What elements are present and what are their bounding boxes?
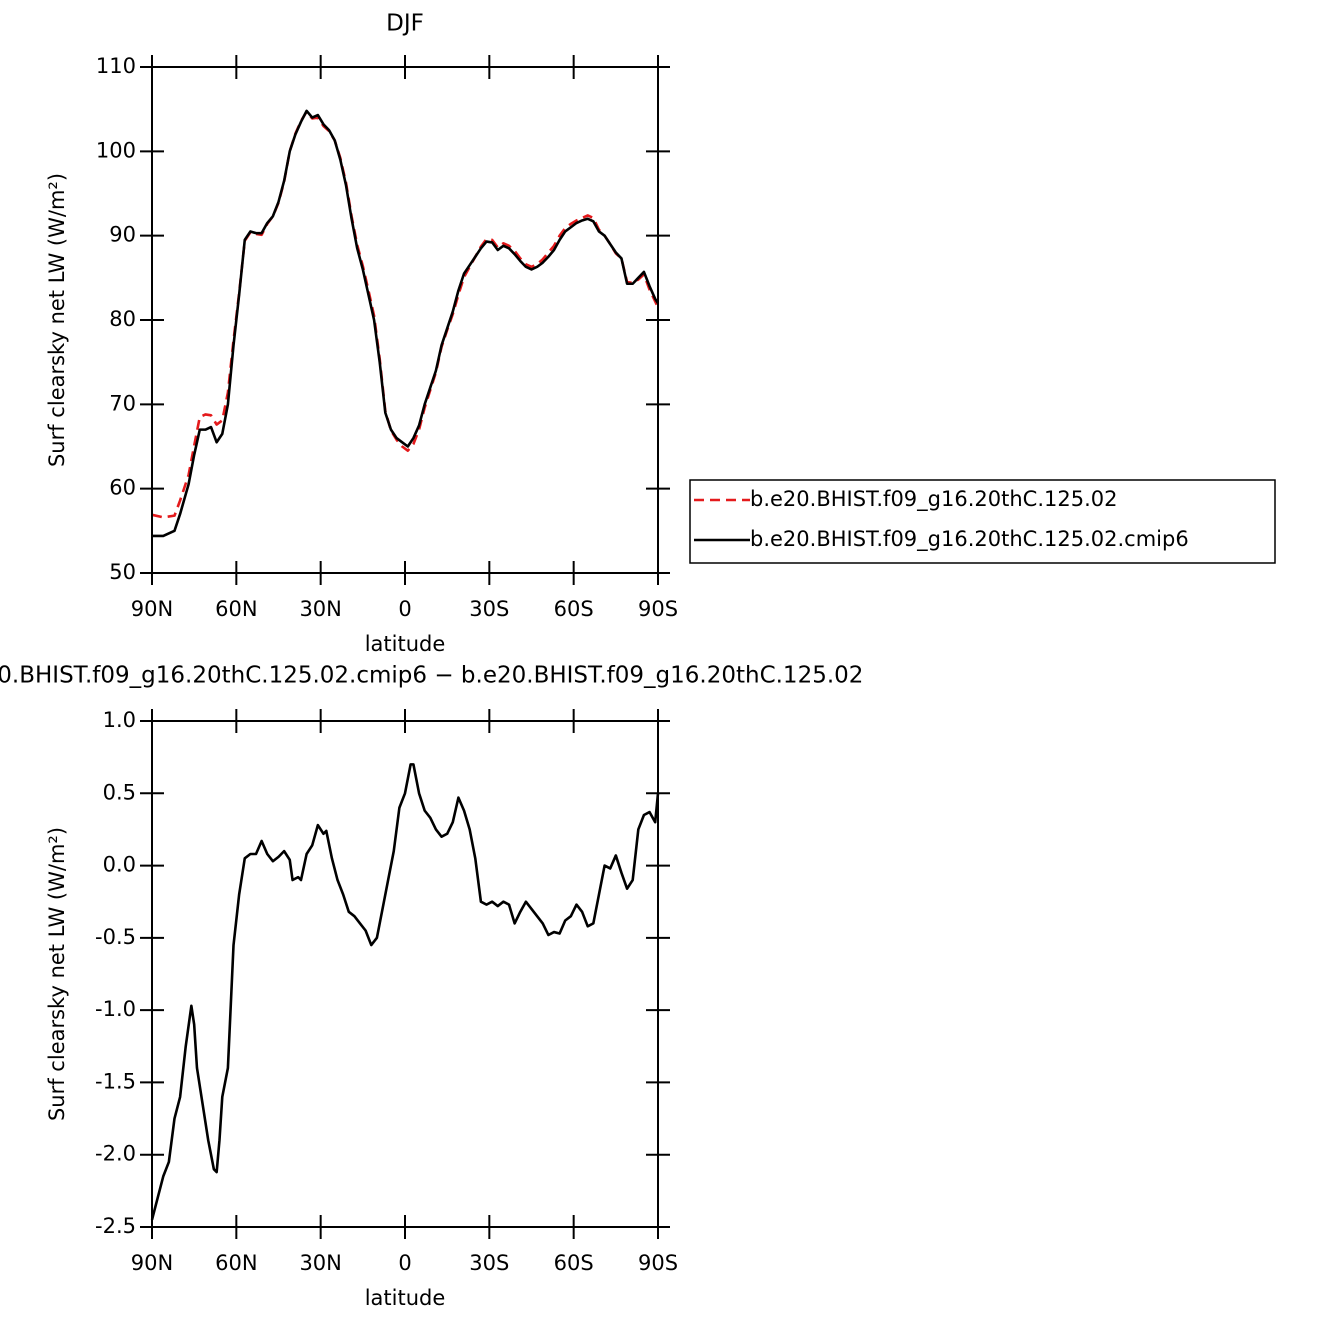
x-tick-label: 60N: [215, 597, 257, 621]
x-tick-label: 30N: [299, 1251, 341, 1275]
y-axis-label: Surf clearsky net LW (W/m²): [45, 827, 69, 1121]
x-tick-label: 0: [398, 597, 411, 621]
plot-frame: [151, 66, 659, 574]
y-tick-label: 110: [96, 54, 136, 78]
y-tick-label: 100: [96, 138, 136, 162]
y-tick-label: 70: [109, 391, 136, 415]
legend-label: b.e20.BHIST.f09_g16.20thC.125.02.cmip6: [750, 527, 1189, 552]
x-tick-label: 30N: [299, 597, 341, 621]
plot-frame: [151, 720, 659, 1228]
y-tick-label: -0.5: [95, 925, 136, 949]
y-tick-label: 60: [109, 476, 136, 500]
series-line: [152, 109, 660, 538]
x-tick-label: 90N: [131, 1251, 173, 1275]
x-tick-label: 90N: [131, 597, 173, 621]
series-line: [150, 763, 660, 1221]
y-tick-label: -1.5: [95, 1069, 136, 1093]
y-tick-label: 0.0: [103, 853, 136, 877]
x-tick-label: 30S: [469, 1251, 509, 1275]
x-tick-label: 30S: [469, 597, 509, 621]
x-tick-label: 60S: [554, 1251, 594, 1275]
legend-label: b.e20.BHIST.f09_g16.20thC.125.02: [750, 487, 1117, 512]
y-axis-label: Surf clearsky net LW (W/m²): [45, 173, 69, 467]
y-tick-label: 90: [109, 223, 136, 247]
x-axis-label: latitude: [365, 632, 446, 656]
x-tick-label: 0: [398, 1251, 411, 1275]
y-tick-label: 50: [109, 560, 136, 584]
y-tick-label: 80: [109, 307, 136, 331]
chart-title: DJF: [386, 11, 424, 37]
y-tick-label: 0.5: [103, 780, 136, 804]
y-tick-label: 1.0: [103, 708, 136, 732]
x-tick-label: 60S: [554, 597, 594, 621]
x-axis-label: latitude: [365, 1286, 446, 1310]
y-tick-label: -1.0: [95, 997, 136, 1021]
y-tick-label: -2.0: [95, 1142, 136, 1166]
series-line: [151, 110, 660, 519]
y-tick-label: -2.5: [95, 1214, 136, 1238]
x-tick-label: 60N: [215, 1251, 257, 1275]
chart-title: b.e20.BHIST.f09_g16.20thC.125.02.cmip6 −…: [0, 663, 863, 689]
x-tick-label: 90S: [638, 1251, 678, 1275]
legend-box: [689, 479, 1276, 564]
x-tick-label: 90S: [638, 597, 678, 621]
